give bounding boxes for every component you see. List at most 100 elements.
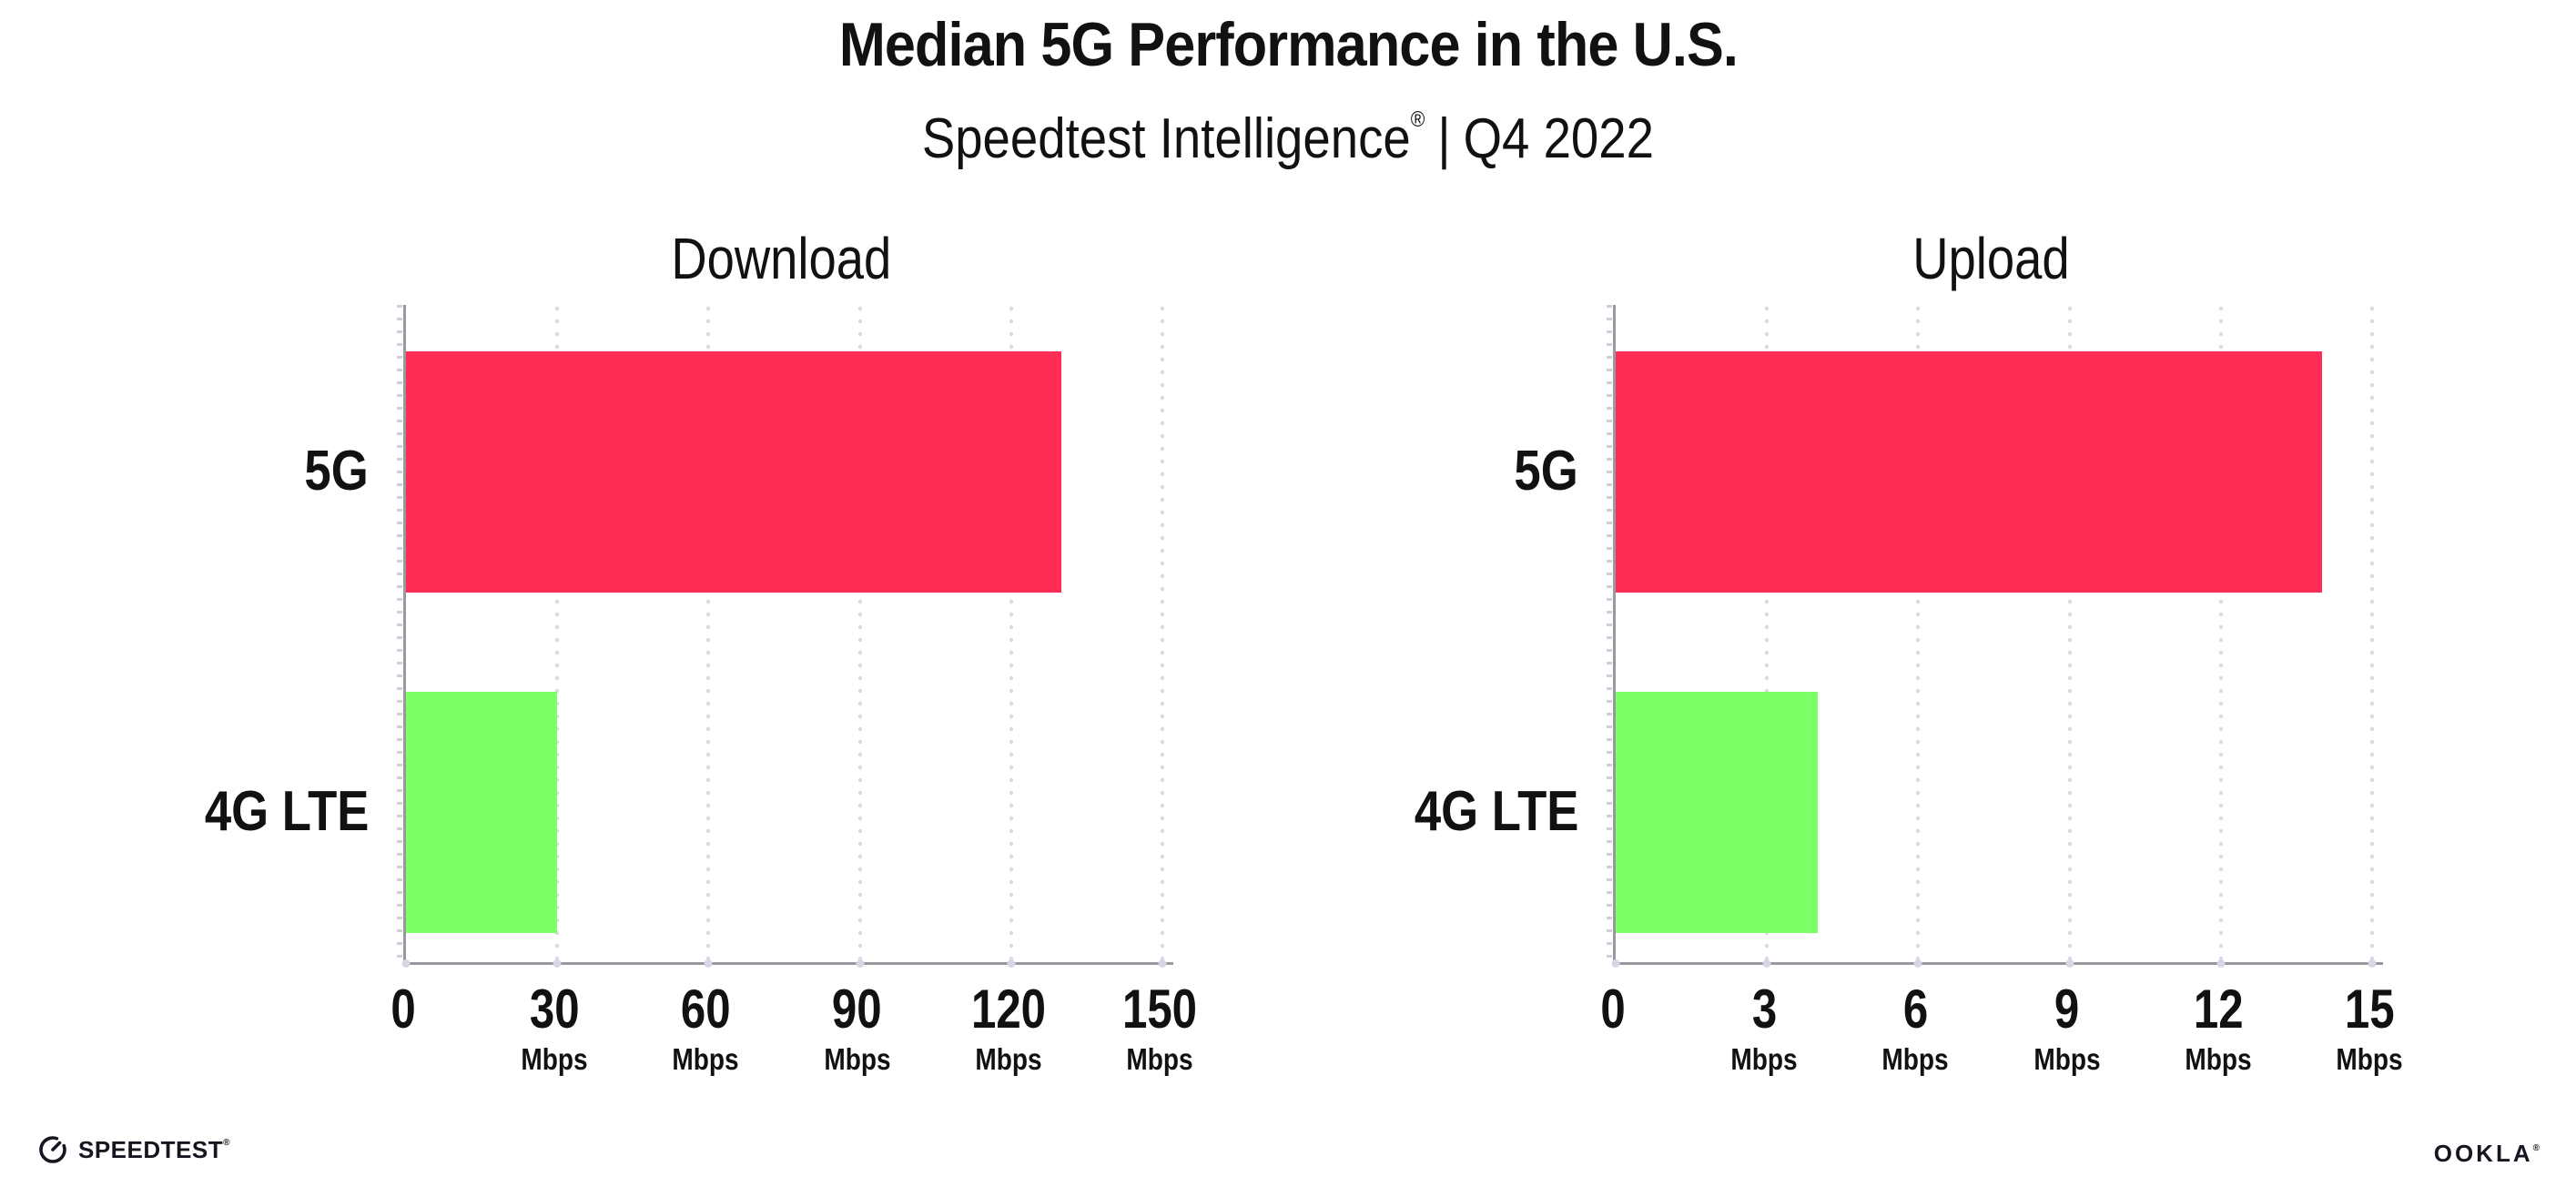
upload-chart-title: Upload bbox=[1613, 226, 2369, 291]
tick-unit: Mbps bbox=[666, 1043, 745, 1076]
tick-unit-text: Mbps bbox=[1881, 1042, 1950, 1076]
gridline-12-mbps bbox=[2218, 305, 2223, 962]
category-label-5g: 5G bbox=[293, 443, 369, 500]
axis-tick-dot-9 bbox=[2065, 959, 2074, 968]
tick-unit: Mbps bbox=[1114, 1043, 1205, 1076]
tick-number: 0 bbox=[390, 979, 416, 1040]
tick-unit-text: Mbps bbox=[1730, 1042, 1798, 1076]
tick-number: 6 bbox=[1902, 979, 1929, 1040]
gridline-90-mbps bbox=[857, 305, 862, 962]
tick-unit-text: Mbps bbox=[1126, 1042, 1193, 1076]
upload-chart-panel: Upload 5G 4G LTE 0 3 Mbps 6 Mbps 9 Mbps 12 Mbps 15… bbox=[1310, 0, 2402, 1197]
tick-number: 9 bbox=[2054, 979, 2080, 1040]
upload-plot-area bbox=[1607, 305, 2383, 968]
axis-tick-dot-120 bbox=[1007, 959, 1016, 968]
tick-unit-text: Mbps bbox=[672, 1042, 740, 1076]
gridline-6-mbps bbox=[1916, 305, 1921, 962]
tick-unit-text: Mbps bbox=[2033, 1042, 2101, 1076]
category-label-text: 5G bbox=[1514, 440, 1578, 503]
tick-number: 15 bbox=[2344, 979, 2395, 1040]
upload-chart-title-text: Upload bbox=[1912, 226, 2070, 291]
tick-unit: Mbps bbox=[1725, 1043, 1803, 1076]
download-category-labels: 5G 4G LTE bbox=[100, 305, 403, 962]
tick-label-150: 150 Mbps bbox=[1114, 981, 1205, 1076]
x-axis-overhang bbox=[2372, 962, 2383, 965]
tick-unit: Mbps bbox=[1876, 1043, 1954, 1076]
speedtest-gauge-icon bbox=[39, 1136, 66, 1163]
page-title: Median 5G Performance in the U.S. bbox=[0, 9, 2576, 80]
tick-unit-text: Mbps bbox=[975, 1042, 1042, 1076]
category-label-5g: 5G bbox=[1503, 443, 1578, 500]
tick-number: 12 bbox=[2193, 979, 2244, 1040]
axis-tick-dot-90 bbox=[856, 959, 865, 968]
page-title-text: Median 5G Performance in the U.S. bbox=[838, 10, 1738, 79]
tick-number: 3 bbox=[1751, 979, 1777, 1040]
tick-label-6: 6 Mbps bbox=[1876, 981, 1954, 1076]
page-subtitle-text: Speedtest Intelligence® | Q4 2022 bbox=[922, 87, 1654, 172]
bar-4g-lte bbox=[406, 692, 558, 934]
bar-4g-lte bbox=[1616, 692, 1818, 934]
gridline-60-mbps bbox=[706, 305, 711, 962]
tick-label-60: 60 Mbps bbox=[666, 981, 745, 1076]
ookla-label: OOKLA bbox=[2433, 1140, 2533, 1167]
tick-number: 120 bbox=[970, 979, 1046, 1040]
upload-x-axis-ticks: 0 3 Mbps 6 Mbps 9 Mbps 12 Mbps 15 Mbps bbox=[1600, 981, 2402, 1113]
category-label-4g-lte: 4G LTE bbox=[1385, 784, 1578, 840]
category-label-4g-lte: 4G LTE bbox=[176, 784, 369, 840]
tick-label-30: 30 Mbps bbox=[515, 981, 593, 1076]
tick-unit-text: Mbps bbox=[2185, 1042, 2252, 1076]
download-chart-title: Download bbox=[403, 226, 1160, 291]
tick-number: 150 bbox=[1121, 979, 1198, 1040]
axis-tick-dot-6 bbox=[1913, 959, 1922, 968]
tick-unit-text: Mbps bbox=[823, 1042, 891, 1076]
axis-tick-dot-3 bbox=[1762, 959, 1771, 968]
tick-label-0: 0 bbox=[1597, 981, 1628, 1038]
axis-tick-dot-60 bbox=[704, 959, 713, 968]
tick-unit: Mbps bbox=[2179, 1043, 2257, 1076]
axis-tick-dot-150 bbox=[1158, 959, 1167, 968]
speedtest-wordmark: SPEEDTEST® bbox=[78, 1136, 230, 1164]
tick-number: 60 bbox=[681, 979, 731, 1040]
tick-number: 0 bbox=[1600, 979, 1626, 1040]
tick-unit: Mbps bbox=[2330, 1043, 2409, 1076]
tick-label-12: 12 Mbps bbox=[2179, 981, 2257, 1076]
tick-unit: Mbps bbox=[963, 1043, 1054, 1076]
bar-5g bbox=[1616, 350, 2322, 593]
speedtest-registered-mark: ® bbox=[223, 1137, 230, 1148]
upload-category-labels: 5G 4G LTE bbox=[1310, 305, 1613, 962]
tick-label-120: 120 Mbps bbox=[963, 981, 1054, 1076]
gridline-150-mbps bbox=[1161, 305, 1164, 962]
download-chart-title-text: Download bbox=[671, 226, 892, 291]
category-label-text: 5G bbox=[304, 440, 369, 503]
ookla-logo: OOKLA® bbox=[2434, 1140, 2540, 1168]
tick-unit: Mbps bbox=[2028, 1043, 2106, 1076]
tick-number: 90 bbox=[832, 979, 882, 1040]
tick-label-0: 0 bbox=[388, 981, 418, 1038]
gridline-9-mbps bbox=[2067, 305, 2072, 962]
axis-tick-dot-0 bbox=[401, 959, 411, 968]
subtitle-brand: Speedtest Intelligence bbox=[921, 107, 1411, 170]
tick-label-90: 90 Mbps bbox=[818, 981, 897, 1076]
subtitle-period: Q4 2022 bbox=[1463, 107, 1655, 170]
gridline-3-mbps bbox=[1765, 305, 1770, 962]
download-x-axis-ticks: 0 30 Mbps 60 Mbps 90 Mbps 120 Mbps 150 Mbps bbox=[390, 981, 1197, 1113]
category-label-text: 4G LTE bbox=[1414, 780, 1578, 844]
axis-tick-dot-30 bbox=[553, 959, 562, 968]
registered-mark: ® bbox=[1410, 107, 1425, 132]
gridline-120-mbps bbox=[1009, 305, 1013, 962]
x-axis-overhang bbox=[1162, 962, 1173, 965]
gridline-15-mbps bbox=[2370, 305, 2374, 962]
axis-tick-dot-0 bbox=[1611, 959, 1620, 968]
tick-number: 30 bbox=[529, 979, 580, 1040]
tick-label-3: 3 Mbps bbox=[1725, 981, 1803, 1076]
speedtest-label: SPEEDTEST bbox=[78, 1135, 224, 1163]
bar-5g bbox=[406, 350, 1062, 593]
subtitle-separator: | bbox=[1437, 107, 1451, 170]
tick-label-9: 9 Mbps bbox=[2028, 981, 2106, 1076]
tick-unit-text: Mbps bbox=[2336, 1042, 2403, 1076]
page-subtitle: Speedtest Intelligence® | Q4 2022 bbox=[0, 87, 2576, 172]
speedtest-logo: SPEEDTEST® bbox=[36, 1133, 230, 1166]
ookla-registered-mark: ® bbox=[2532, 1143, 2540, 1153]
tick-unit-text: Mbps bbox=[521, 1042, 588, 1076]
